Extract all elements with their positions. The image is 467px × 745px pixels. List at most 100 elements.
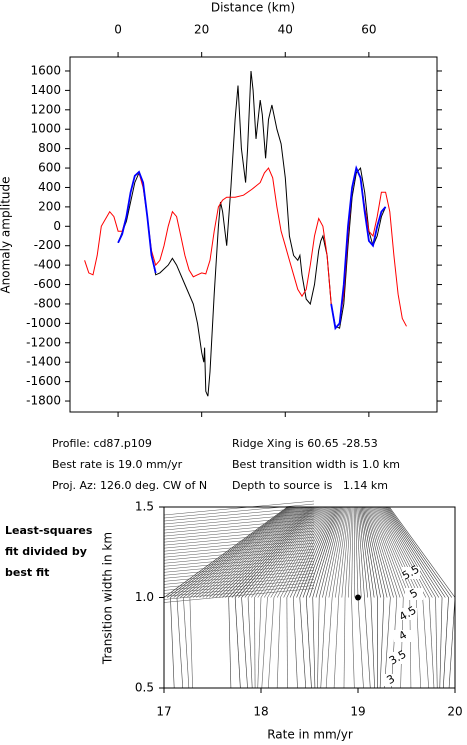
contour-label-box (394, 630, 412, 642)
y-tick-label: 1.5 (135, 500, 154, 514)
contour-line (225, 506, 310, 598)
contour-line (435, 597, 438, 689)
contour-line (163, 539, 315, 555)
contour-line (163, 542, 315, 558)
contour-line (163, 582, 315, 597)
contour-line (163, 530, 315, 546)
x-tick-label: 40 (278, 23, 293, 37)
x-tick-label: 20 (194, 23, 209, 37)
contour-line (163, 536, 315, 552)
contour-label: 5.5 (400, 563, 422, 583)
contour-line (163, 524, 315, 540)
contour-line (228, 597, 232, 689)
contour-line (341, 506, 351, 598)
contour-line (325, 597, 333, 689)
contour-line (296, 506, 335, 598)
contour-line (260, 506, 322, 598)
contour-line (276, 506, 328, 598)
contour-line (163, 552, 315, 567)
note-text: best fit (5, 566, 49, 579)
contour-line (189, 597, 193, 689)
x-tick-label: 18 (253, 705, 268, 719)
contour-label-box (389, 652, 407, 664)
contour-line (373, 506, 411, 598)
contour-line (359, 506, 372, 598)
contour-line (357, 506, 365, 598)
x-axis-title: Rate in mm/yr (267, 728, 353, 742)
contour-line (320, 597, 326, 689)
x-tick-label: 20 (447, 705, 462, 719)
contour-line (267, 597, 275, 689)
contour-line (382, 506, 436, 598)
contour-line (381, 506, 433, 598)
contour-line (283, 506, 330, 598)
contour-line (176, 597, 184, 689)
contour-line (355, 506, 359, 598)
contour-line (183, 506, 295, 598)
contour-line (163, 546, 315, 561)
contour-line (357, 597, 364, 689)
contour-line (228, 506, 311, 598)
y-tick-label: 1600 (30, 63, 61, 77)
contour-line (368, 506, 398, 598)
contour-line (302, 506, 337, 598)
contour-line (163, 527, 315, 543)
contour-line (163, 579, 315, 594)
y-tick-label: 0 (53, 219, 61, 233)
contour-line (364, 597, 371, 689)
contour-line (257, 506, 321, 598)
contour-line (391, 597, 398, 689)
contour-line (163, 564, 315, 579)
contour-line (254, 597, 256, 689)
contour-line (170, 506, 290, 598)
contour-line (331, 506, 347, 598)
best-fit-point (355, 594, 361, 601)
contour-line (254, 506, 320, 598)
info-text: Best rate is 19.0 mm/yr (52, 458, 183, 471)
y-tick-label: 1000 (30, 122, 61, 136)
contour-line (189, 506, 297, 598)
contour-label-box (402, 567, 420, 579)
contour-line (439, 597, 443, 689)
y-tick-label: -1000 (26, 316, 61, 330)
contour-line (363, 506, 381, 598)
contour-line (317, 597, 320, 689)
contour-line (280, 506, 329, 598)
contour-line (179, 506, 294, 598)
contour-line (163, 521, 315, 537)
contour-line (325, 506, 345, 598)
contour-line (367, 506, 394, 598)
contour-line (383, 506, 440, 598)
contour-line (183, 597, 190, 689)
contour-line (293, 597, 298, 689)
info-text: Depth to source is 1.14 km (232, 479, 388, 492)
y-tick-label: -600 (34, 277, 61, 291)
info-text: Profile: cd87.p109 (52, 437, 152, 450)
contour-line (328, 506, 346, 598)
contour-line (163, 509, 315, 525)
contour-line (312, 506, 340, 598)
contour-line (386, 506, 449, 598)
y-tick-label: -800 (34, 296, 61, 310)
contour-line (358, 506, 368, 598)
y-tick-label: 800 (38, 141, 61, 155)
contour-line (163, 558, 315, 573)
contour-line (299, 506, 336, 598)
y-tick-label: 200 (38, 199, 61, 213)
contour-line (289, 506, 332, 598)
contour-line (372, 506, 407, 598)
contour-line (369, 506, 401, 598)
contour-line (163, 515, 315, 531)
y-tick-label: 600 (38, 161, 61, 175)
contour-label: 4.5 (397, 604, 419, 624)
x-axis-title: Distance (km) (211, 1, 295, 15)
info-text: Ridge Xing is 60.65 -28.53 (232, 437, 378, 450)
contour-line (286, 597, 288, 689)
y-tick-label: -1800 (26, 394, 61, 408)
contour-line (360, 506, 375, 598)
contour-line (377, 506, 423, 598)
contour-line (186, 506, 296, 598)
contour-line (384, 597, 391, 689)
contour-line (176, 506, 293, 598)
contour-line (299, 597, 307, 689)
